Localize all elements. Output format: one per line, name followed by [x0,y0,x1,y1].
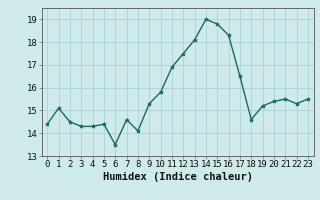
X-axis label: Humidex (Indice chaleur): Humidex (Indice chaleur) [103,172,252,182]
